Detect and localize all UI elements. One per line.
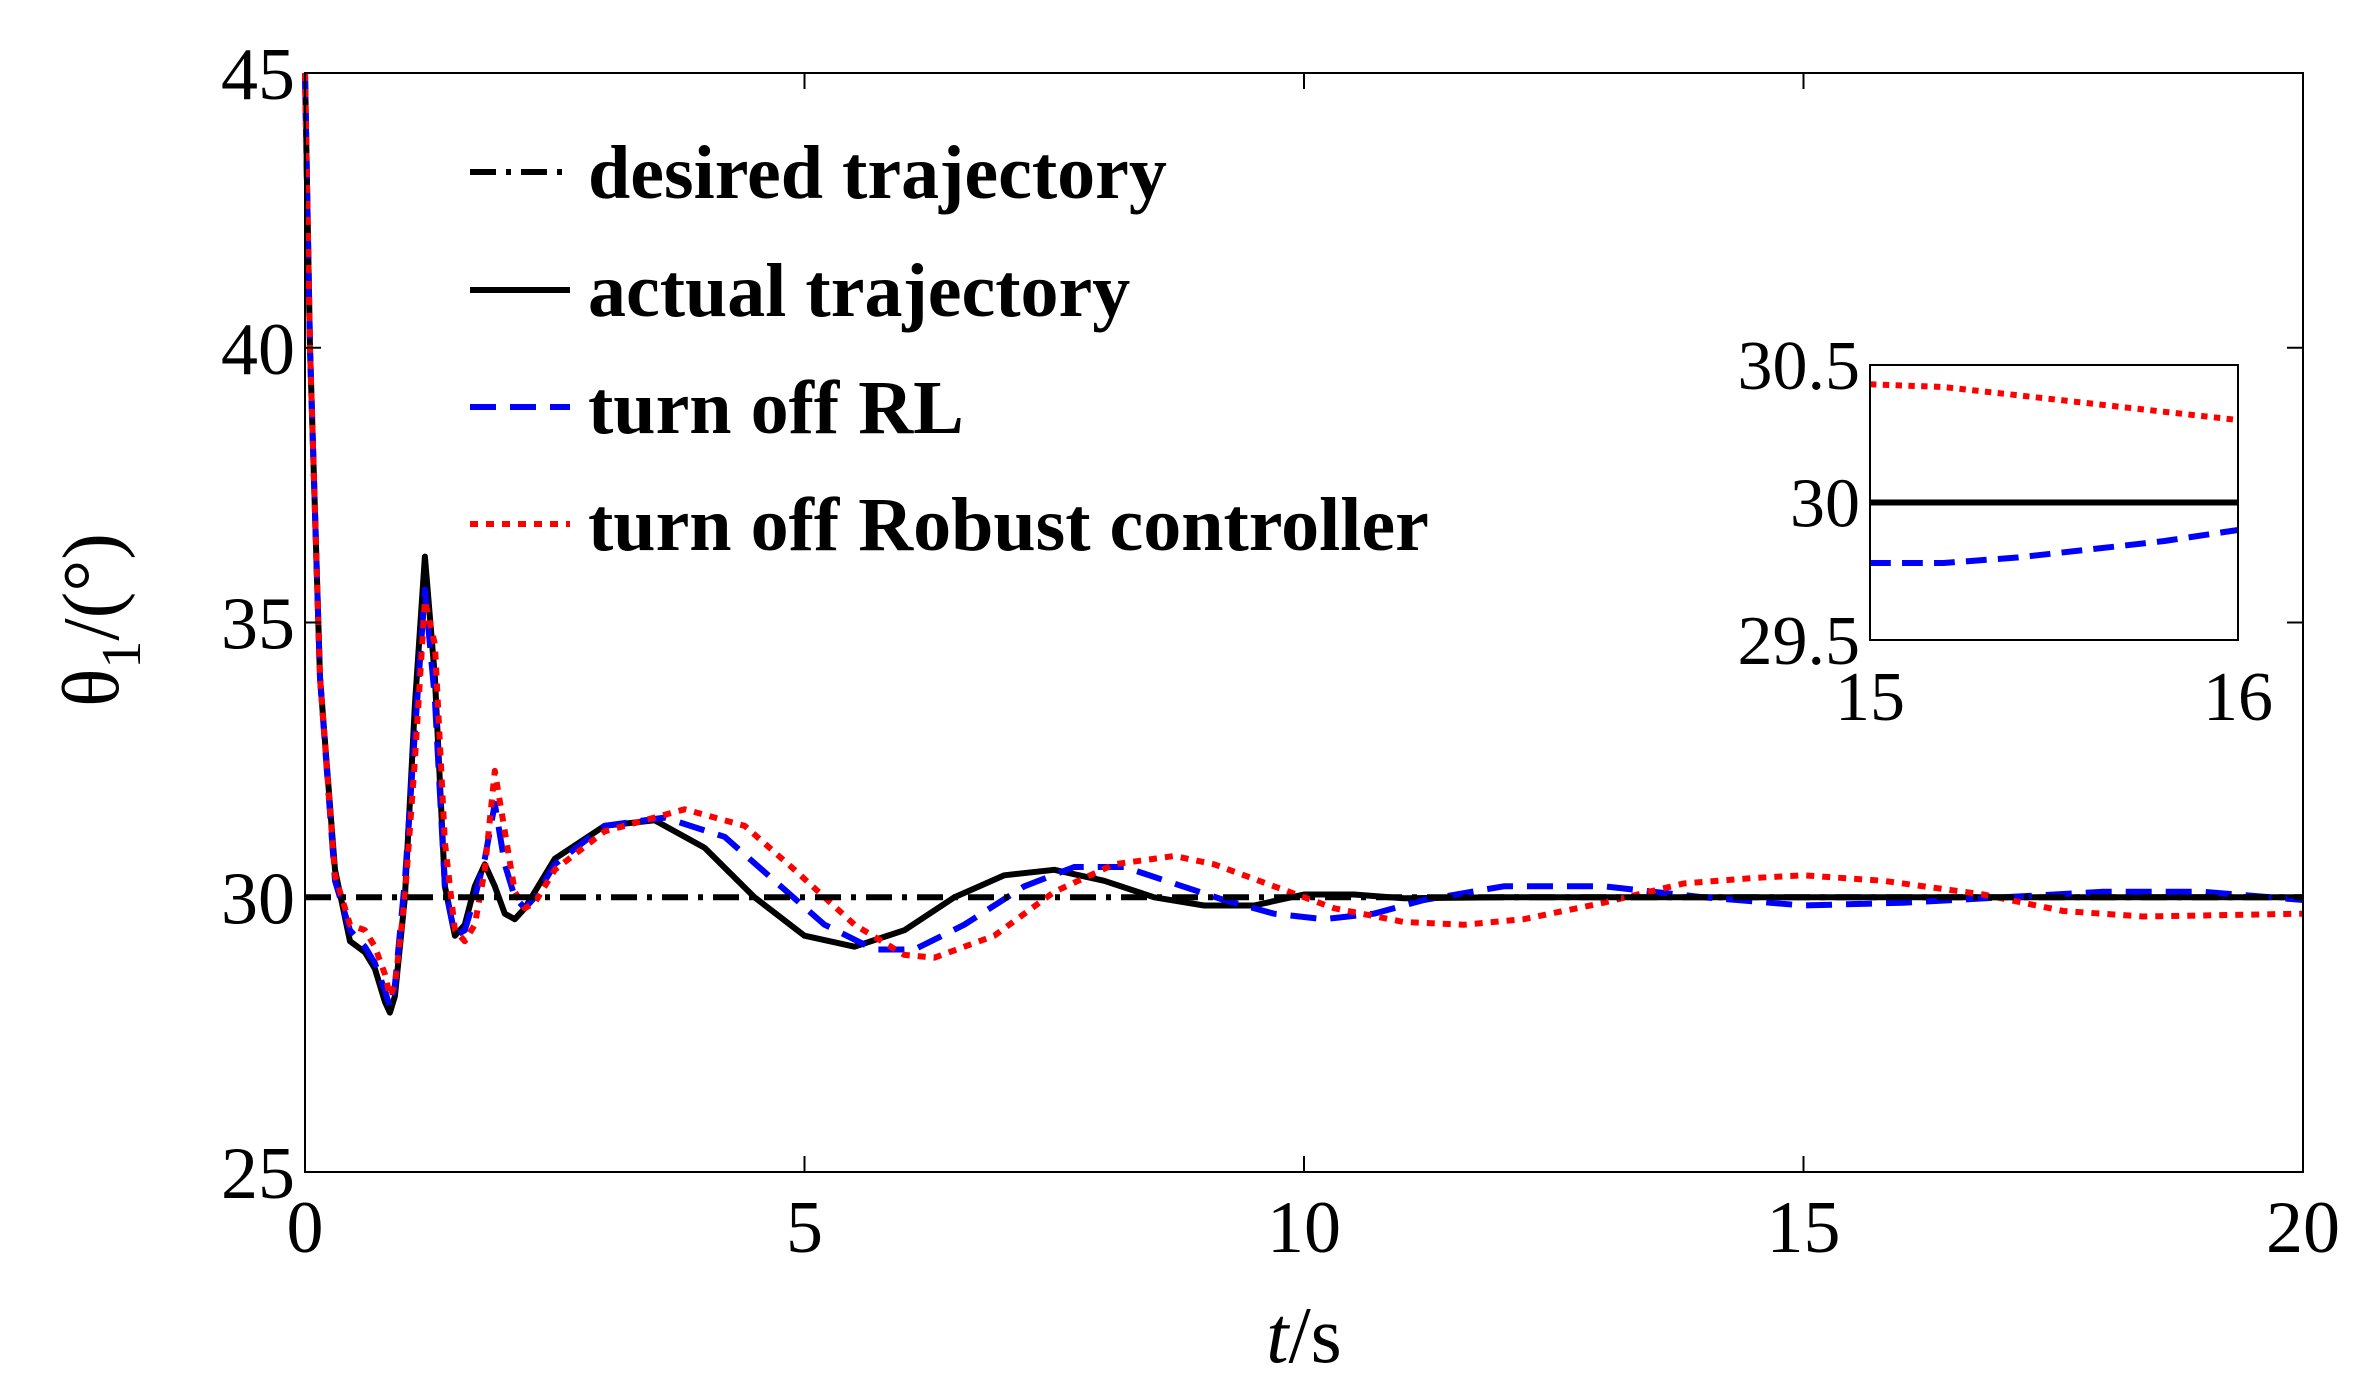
x-tick-label: 15 — [1767, 1187, 1841, 1269]
inset-series-turn-off-rl — [1870, 527, 2239, 566]
y-tick-label: 45 — [221, 34, 295, 116]
legend: desired trajectory actual trajectory turn … — [470, 131, 1429, 567]
inset-x-tick-label: 15 — [1835, 659, 1905, 736]
y-tick-label: 30 — [221, 858, 295, 940]
inset-y-tick-label: 29.5 — [1738, 603, 1861, 680]
y-axis-label: θ1/(°) — [48, 533, 153, 707]
legend-label-desired-trajectory: desired trajectory — [588, 131, 1167, 215]
y-tick-label: 35 — [221, 584, 295, 666]
x-tick-label: 0 — [287, 1187, 324, 1269]
y-tick-label: 40 — [221, 309, 295, 391]
x-tick-label: 20 — [2266, 1187, 2340, 1269]
main-chart: 0 5 10 15 20 25 30 35 40 45 t/s θ1/(°) — [48, 34, 2340, 1380]
x-tick-label: 5 — [786, 1187, 823, 1269]
y-axis-label-subscript: 1 — [91, 641, 153, 669]
series-turn-off-rl — [302, 72, 2304, 1011]
legend-label-actual-trajectory: actual trajectory — [588, 249, 1130, 333]
x-axis-label-variable: t — [1266, 1292, 1290, 1380]
legend-label-turn-off-rl: turn off RL — [588, 366, 964, 450]
inset-x-tick-label: 16 — [2203, 659, 2273, 736]
y-tick-label: 25 — [221, 1133, 295, 1215]
inset-series-turn-off-robust-controller — [1869, 381, 2239, 423]
y-axis-label-symbol: θ — [48, 669, 136, 707]
inset-y-tick-label: 30 — [1790, 466, 1860, 543]
inset-chart: 15 16 29.5 30 30.5 — [1738, 328, 2274, 736]
legend-label-turn-off-robust-controller: turn off Robust controller — [588, 483, 1429, 567]
y-axis-label-unit: /(°) — [48, 533, 136, 641]
inset-y-tick-label: 30.5 — [1738, 328, 1861, 405]
series-turn-off-robust-controller — [302, 72, 2304, 1000]
x-tick-label: 10 — [1267, 1187, 1341, 1269]
x-axis-label: t/s — [1266, 1292, 1342, 1380]
x-axis-label-unit: /s — [1288, 1292, 1341, 1380]
